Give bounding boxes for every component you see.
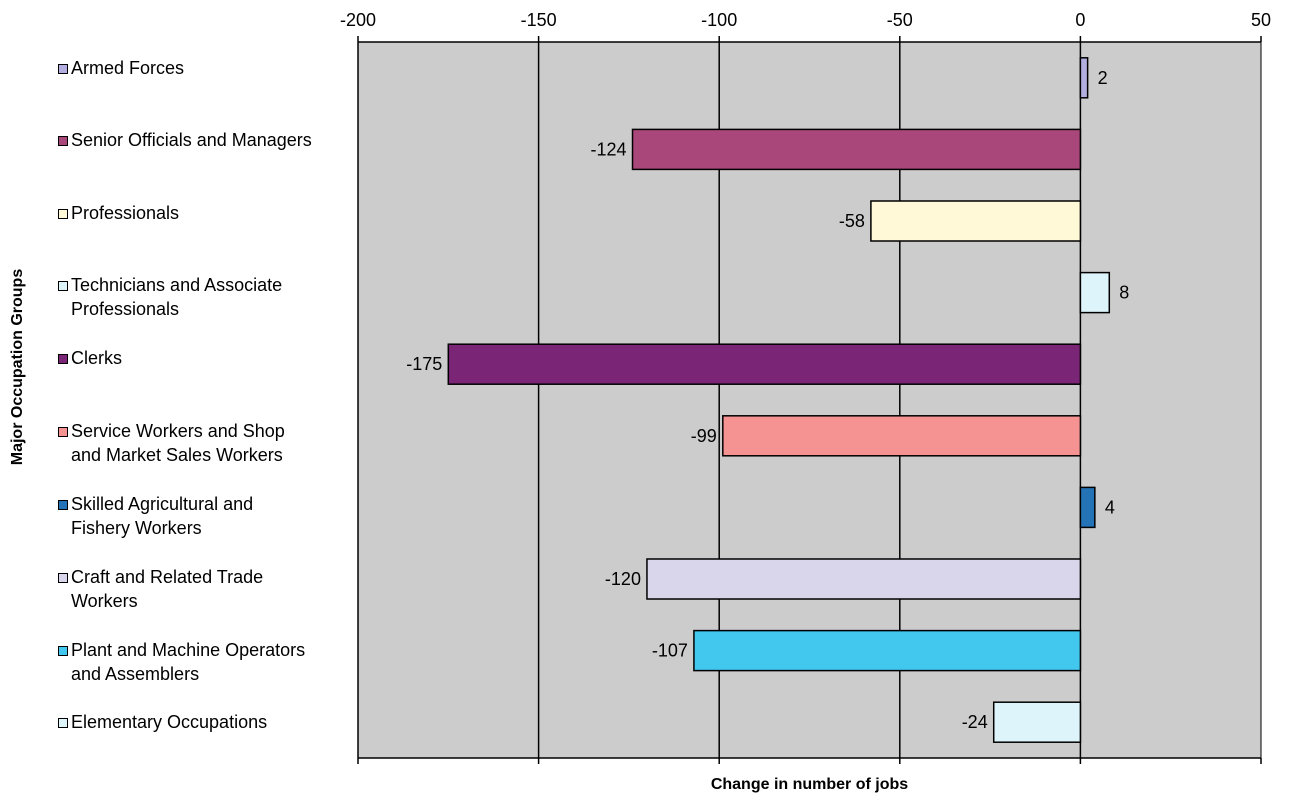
- legend-label: Senior Officials and Managers: [71, 130, 312, 150]
- x-tick-label: 0: [1075, 10, 1085, 30]
- bar: [992, 701, 1082, 743]
- legend-swatch: [58, 281, 68, 291]
- legend-label: Plant and Machine Operators and Assemble…: [71, 640, 306, 684]
- data-label: 8: [1119, 283, 1129, 303]
- data-label: 2: [1098, 68, 1108, 88]
- bar: [1079, 57, 1089, 99]
- bar: [631, 128, 1082, 171]
- legend-swatch: [58, 209, 68, 219]
- bar: [722, 415, 1082, 457]
- data-label: -99: [691, 426, 717, 446]
- x-tick-label: -100: [701, 10, 737, 30]
- legend-swatch: [58, 136, 68, 146]
- legend-item: Clerks: [58, 346, 358, 370]
- legend-label: Service Workers and Shop and Market Sale…: [71, 421, 285, 465]
- legend-item: Craft and Related Trade Workers: [58, 565, 358, 613]
- legend-item: Skilled Agricultural and Fishery Workers: [58, 492, 358, 540]
- legend-item: Technicians and Associate Professionals: [58, 273, 358, 321]
- legend-item: Service Workers and Shop and Market Sale…: [58, 419, 358, 467]
- x-tick-label: 50: [1251, 10, 1271, 30]
- legend-label: Clerks: [71, 348, 123, 368]
- legend-item: Elementary Occupations: [58, 710, 358, 734]
- bar: [1079, 271, 1111, 314]
- bar: [693, 629, 1082, 672]
- data-label: -124: [590, 139, 626, 159]
- legend-item: Senior Officials and Managers: [58, 128, 358, 152]
- legend-swatch: [58, 646, 68, 656]
- data-label: -107: [652, 641, 688, 661]
- x-tick-label: -200: [340, 10, 376, 30]
- legend-swatch: [58, 427, 68, 437]
- legend-swatch: [58, 500, 68, 510]
- data-label: -24: [962, 712, 988, 732]
- legend-swatch: [58, 64, 68, 74]
- legend-swatch: [58, 718, 68, 728]
- legend-item: Armed Forces: [58, 56, 358, 80]
- legend-label: Professionals: [71, 203, 180, 223]
- bar: [1079, 486, 1096, 529]
- legend-swatch: [58, 354, 68, 364]
- data-label: 4: [1105, 497, 1115, 517]
- legend-label: Elementary Occupations: [71, 712, 268, 732]
- legend-label: Technicians and Associate Professionals: [71, 275, 283, 319]
- legend-label: Armed Forces: [71, 58, 185, 78]
- bar: [870, 200, 1082, 242]
- x-tick-label: -50: [887, 10, 913, 30]
- legend-item: Plant and Machine Operators and Assemble…: [58, 638, 358, 686]
- data-label: -58: [839, 211, 865, 231]
- bar: [447, 343, 1082, 385]
- y-axis-title: Major Occupation Groups: [9, 268, 26, 466]
- data-label: -175: [406, 354, 442, 374]
- legend-swatch: [58, 573, 68, 583]
- legend-label: Skilled Agricultural and Fishery Workers: [71, 494, 254, 538]
- bar: [646, 558, 1082, 600]
- x-tick-label: -150: [521, 10, 557, 30]
- legend-label: Craft and Related Trade Workers: [71, 567, 264, 611]
- x-axis-title: Change in number of jobs: [710, 776, 909, 793]
- data-label: -120: [605, 569, 641, 589]
- legend-item: Professionals: [58, 201, 358, 225]
